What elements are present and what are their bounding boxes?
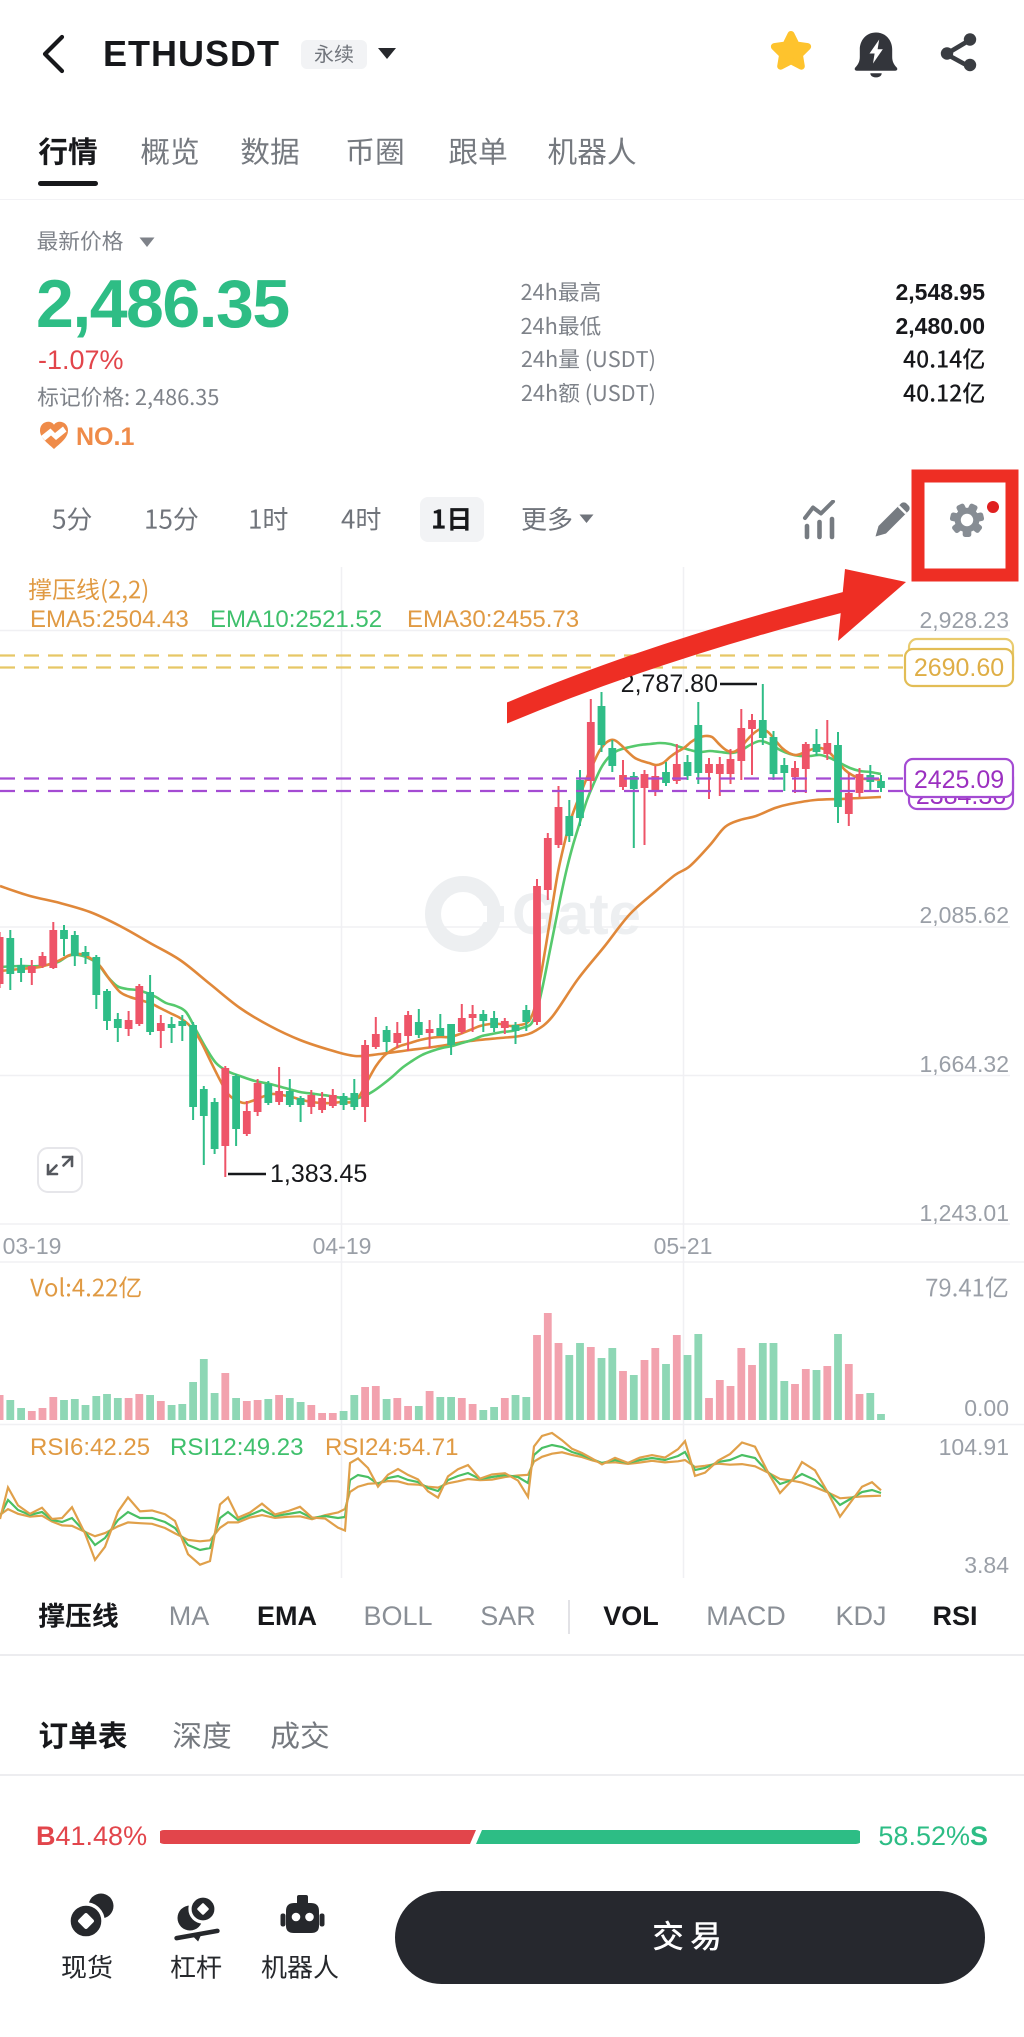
- svg-text:04-19: 04-19: [313, 1233, 372, 1259]
- svg-text:EMA5:2504.43: EMA5:2504.43: [30, 606, 189, 633]
- svg-text:104.91: 104.91: [939, 1434, 1009, 1460]
- svg-text:RSI6:42.25: RSI6:42.25: [30, 1434, 150, 1461]
- svg-text:2425.09: 2425.09: [914, 766, 1004, 794]
- svg-text:EMA10:2521.52: EMA10:2521.52: [210, 606, 382, 633]
- svg-text:1,664.32: 1,664.32: [919, 1051, 1009, 1077]
- svg-text:RSI12:49.23: RSI12:49.23: [170, 1434, 303, 1461]
- svg-text:03-19: 03-19: [3, 1233, 62, 1259]
- svg-text:1,243.01: 1,243.01: [919, 1200, 1009, 1226]
- svg-text:2,928.23: 2,928.23: [919, 607, 1009, 633]
- svg-text:EMA30:2455.73: EMA30:2455.73: [407, 606, 579, 633]
- svg-text:RSI24:54.71: RSI24:54.71: [325, 1434, 458, 1461]
- svg-text:2690.60: 2690.60: [914, 654, 1004, 682]
- svg-text:3.84: 3.84: [964, 1552, 1009, 1578]
- svg-text:2,787.80: 2,787.80: [621, 670, 718, 698]
- svg-text:2,085.62: 2,085.62: [919, 902, 1009, 928]
- svg-text:1,383.45: 1,383.45: [270, 1160, 367, 1188]
- svg-text:Gate: Gate: [512, 882, 641, 947]
- svg-text:05-21: 05-21: [654, 1233, 713, 1259]
- svg-text:0.00: 0.00: [964, 1395, 1009, 1421]
